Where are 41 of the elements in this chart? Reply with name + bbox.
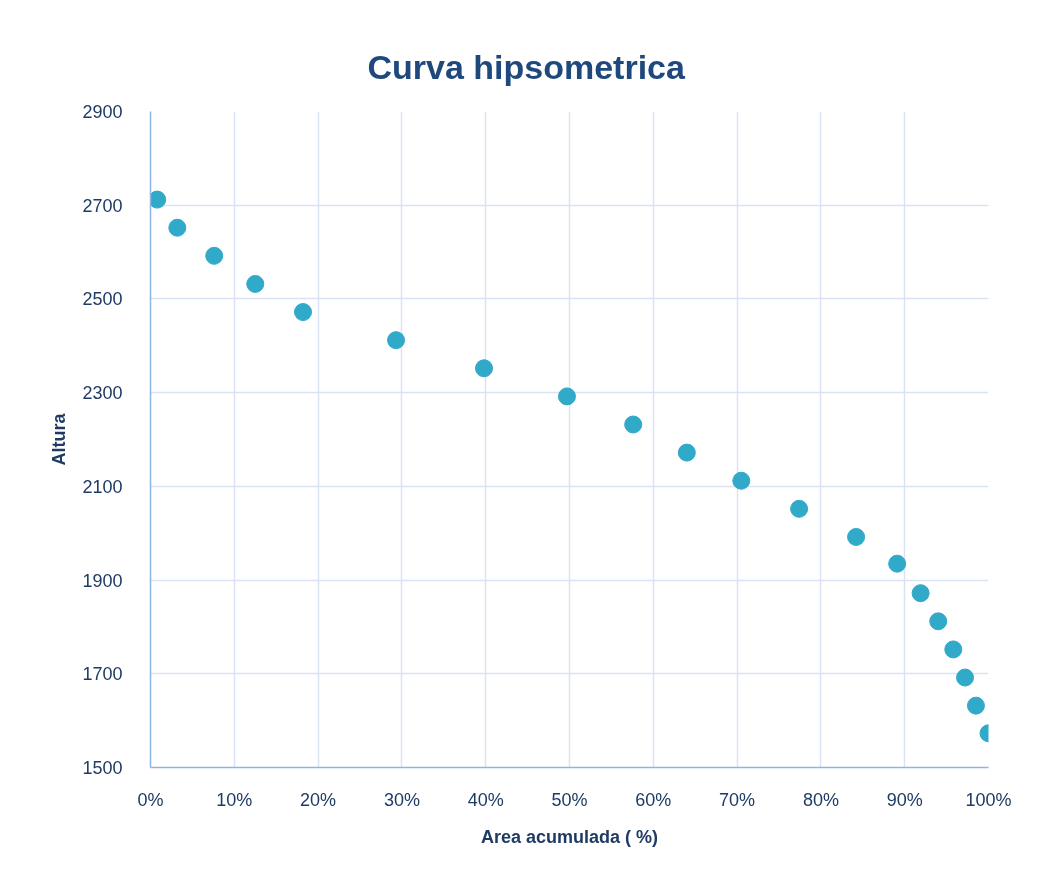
y-tick-label: 2100 bbox=[82, 476, 123, 497]
y-tick-label: 1900 bbox=[82, 570, 123, 591]
point bbox=[966, 696, 985, 715]
point bbox=[732, 471, 751, 490]
x-tick-label: 40% bbox=[467, 789, 504, 810]
point bbox=[790, 499, 809, 518]
x-tick-label: 0% bbox=[137, 789, 164, 810]
x-tick-label: 30% bbox=[383, 789, 420, 810]
point bbox=[168, 218, 187, 237]
point bbox=[150, 190, 167, 209]
point bbox=[847, 527, 866, 546]
x-tick-label: 10% bbox=[216, 789, 253, 810]
x-tick-label: 90% bbox=[886, 789, 923, 810]
point bbox=[624, 415, 643, 434]
x-axis-title: Area acumulada ( %) bbox=[480, 826, 659, 847]
y-tick-label: 2300 bbox=[82, 383, 123, 404]
y-tick-label: 1700 bbox=[82, 664, 123, 685]
y-axis-title: Altura bbox=[49, 412, 70, 466]
point bbox=[677, 443, 696, 462]
y-tick-label: 2700 bbox=[82, 195, 123, 216]
point bbox=[557, 387, 576, 406]
x-tick-label: 100% bbox=[965, 789, 1012, 810]
x-tick-label: 60% bbox=[635, 789, 672, 810]
y-tick-label: 2500 bbox=[82, 289, 123, 310]
point bbox=[911, 584, 930, 603]
point bbox=[387, 331, 406, 350]
x-tick-label: 50% bbox=[551, 789, 588, 810]
point bbox=[944, 640, 963, 659]
chart-title: Curva hipsometrica bbox=[367, 48, 687, 86]
point bbox=[929, 612, 948, 631]
y-tick-label: 1500 bbox=[82, 758, 123, 778]
point bbox=[294, 303, 313, 322]
point bbox=[956, 668, 975, 687]
point bbox=[246, 274, 265, 293]
x-tick-label: 70% bbox=[719, 789, 756, 810]
point bbox=[205, 246, 224, 265]
y-tick-label: 2900 bbox=[82, 102, 123, 122]
point bbox=[888, 554, 907, 573]
x-tick-label: 80% bbox=[802, 789, 839, 810]
x-tick-label: 20% bbox=[300, 789, 337, 810]
point bbox=[475, 359, 494, 378]
